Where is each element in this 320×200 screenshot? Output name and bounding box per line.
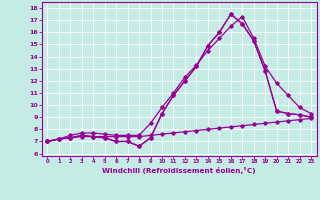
X-axis label: Windchill (Refroidissement éolien,°C): Windchill (Refroidissement éolien,°C)	[102, 167, 256, 174]
